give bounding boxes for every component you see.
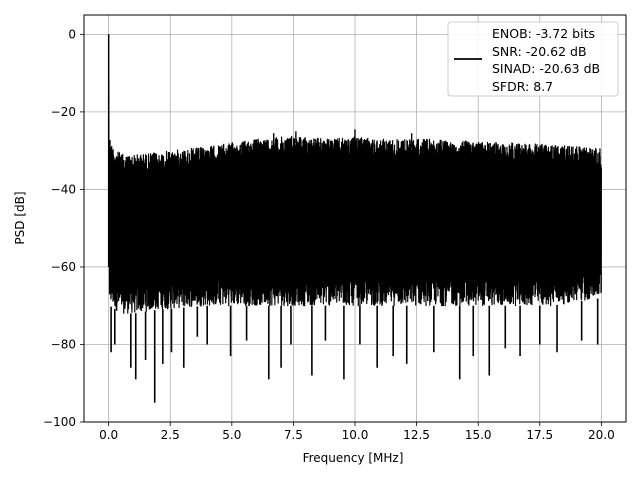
y-tick-label: −20: [51, 105, 76, 119]
legend-box: [447, 21, 619, 97]
y-axis-ticks: 0 −20 −40 −60 −80 −100: [43, 27, 84, 429]
legend: ENOB: -3.72 bits SNR: -20.62 dB SINAD: -…: [447, 21, 619, 97]
y-tick-label: −100: [43, 415, 76, 429]
x-tick-label: 7.5: [284, 428, 303, 442]
legend-sinad: SINAD: -20.63 dB: [492, 61, 600, 76]
psd-dense-band: [109, 150, 602, 291]
legend-snr: SNR: -20.62 dB: [492, 44, 587, 59]
legend-sfdr: SFDR: 8.7: [492, 79, 553, 94]
x-axis-ticks: 0.0 2.5 5.0 7.5 10.0 12.5 15.0 17.5 20.0: [99, 422, 615, 442]
y-tick-label: −80: [51, 337, 76, 351]
x-tick-label: 17.5: [526, 428, 553, 442]
legend-enob: ENOB: -3.72 bits: [492, 26, 595, 41]
x-tick-label: 15.0: [465, 428, 492, 442]
x-tick-label: 0.0: [99, 428, 118, 442]
y-tick-label: −40: [51, 182, 76, 196]
y-tick-label: 0: [68, 27, 76, 41]
x-tick-label: 2.5: [161, 428, 180, 442]
x-tick-label: 10.0: [342, 428, 369, 442]
x-axis-label: Frequency [MHz]: [303, 451, 404, 465]
y-tick-label: −60: [51, 260, 76, 274]
x-tick-label: 12.5: [403, 428, 430, 442]
x-tick-label: 5.0: [222, 428, 241, 442]
x-tick-label: 20.0: [588, 428, 615, 442]
y-axis-label: PSD [dB]: [13, 191, 27, 244]
psd-series: [107, 34, 602, 403]
